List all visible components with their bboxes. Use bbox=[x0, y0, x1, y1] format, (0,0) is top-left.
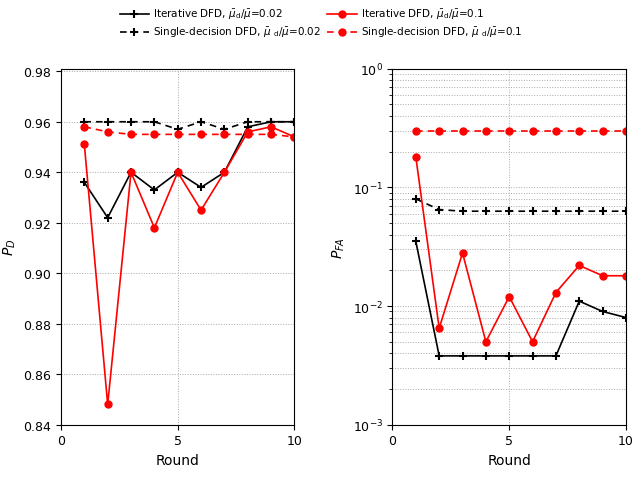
X-axis label: Round: Round bbox=[156, 453, 200, 467]
Legend: Iterative DFD, $\bar{\mu}_\mathrm{d}/\bar{\mu}$=0.02, Single-decision DFD, $\bar: Iterative DFD, $\bar{\mu}_\mathrm{d}/\ba… bbox=[117, 5, 525, 43]
Y-axis label: $P_{FA}$: $P_{FA}$ bbox=[331, 236, 347, 258]
Y-axis label: $P_D$: $P_D$ bbox=[1, 239, 18, 256]
X-axis label: Round: Round bbox=[487, 453, 531, 467]
